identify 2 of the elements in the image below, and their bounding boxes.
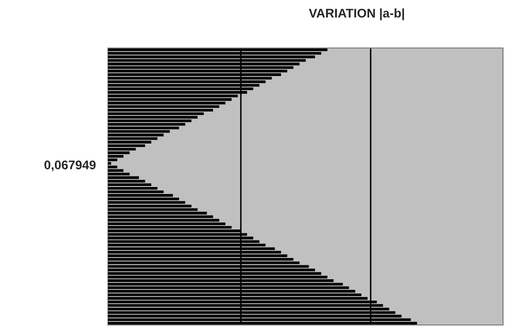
chart-title: VARIATION |a-b| bbox=[308, 8, 404, 20]
text: 0,067949 bbox=[44, 160, 96, 172]
